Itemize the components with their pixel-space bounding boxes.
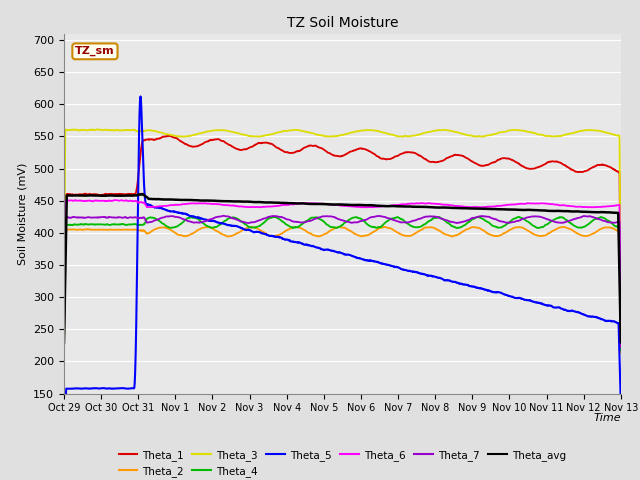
Theta_5	[274, 234, 282, 240]
Theta_3	[60, 295, 68, 301]
Theta_avg	[546, 208, 554, 214]
Theta_3	[617, 298, 625, 304]
Theta_1	[164, 133, 172, 139]
Theta_3	[157, 130, 164, 135]
Theta_1	[298, 146, 306, 152]
Theta_3	[298, 128, 306, 134]
Theta_1	[546, 159, 554, 165]
Text: TZ_sm: TZ_sm	[75, 46, 115, 57]
Theta_2	[157, 225, 164, 230]
Line: Theta_2: Theta_2	[64, 227, 621, 353]
Line: Theta_1: Theta_1	[64, 136, 621, 333]
Theta_3	[606, 131, 614, 137]
Theta_7	[220, 213, 227, 219]
Theta_7	[606, 219, 614, 225]
Theta_6	[124, 198, 132, 204]
Theta_6	[60, 333, 68, 338]
Theta_avg	[298, 201, 306, 206]
Theta_6	[157, 204, 164, 209]
Theta_5	[124, 386, 131, 392]
Theta_2	[274, 232, 282, 238]
Theta_4	[274, 215, 282, 221]
Theta_6	[606, 204, 614, 209]
Theta_5	[546, 303, 554, 309]
Theta_1	[124, 191, 131, 197]
Theta_2	[124, 227, 131, 232]
Theta_6	[298, 201, 306, 206]
Theta_4	[298, 221, 305, 227]
Theta_4	[617, 347, 625, 353]
Theta_1	[617, 318, 625, 324]
Theta_7	[617, 344, 625, 349]
Theta_7	[157, 216, 164, 221]
Theta_5	[137, 94, 145, 99]
Theta_4	[606, 219, 614, 225]
Theta_2	[606, 225, 614, 230]
Theta_7	[124, 215, 131, 221]
Theta_1	[606, 164, 614, 170]
Line: Theta_6: Theta_6	[64, 200, 621, 338]
Theta_5	[60, 434, 68, 440]
Theta_4	[546, 219, 554, 225]
Title: TZ Soil Moisture: TZ Soil Moisture	[287, 16, 398, 30]
Theta_1	[60, 330, 68, 336]
Theta_1	[274, 145, 282, 151]
Theta_7	[546, 217, 554, 223]
Theta_2	[546, 230, 554, 236]
Theta_avg	[274, 200, 282, 205]
Theta_4	[515, 214, 522, 220]
Theta_2	[60, 348, 68, 354]
Theta_6	[111, 197, 118, 203]
Theta_avg	[157, 196, 164, 202]
Theta_2	[617, 350, 625, 356]
Theta_1	[157, 135, 164, 141]
Theta_avg	[138, 191, 146, 197]
Text: Time: Time	[593, 413, 621, 423]
Line: Theta_7: Theta_7	[64, 216, 621, 347]
Theta_avg	[60, 340, 68, 346]
Y-axis label: Soil Moisture (mV): Soil Moisture (mV)	[17, 162, 28, 265]
Theta_7	[274, 214, 282, 219]
Line: Theta_4: Theta_4	[64, 217, 621, 350]
Theta_2	[298, 226, 306, 231]
Line: Theta_3: Theta_3	[64, 129, 621, 301]
Theta_5	[298, 241, 306, 247]
Theta_5	[157, 205, 164, 211]
Theta_6	[274, 203, 282, 209]
Theta_3	[94, 126, 102, 132]
Theta_3	[274, 130, 282, 135]
Theta_avg	[617, 339, 625, 345]
Line: Theta_5: Theta_5	[64, 96, 621, 437]
Theta_4	[60, 346, 68, 351]
Theta_3	[546, 133, 554, 139]
Theta_7	[298, 220, 306, 226]
Theta_avg	[606, 210, 614, 216]
Theta_3	[124, 127, 132, 133]
Theta_4	[157, 219, 164, 225]
Theta_6	[617, 335, 625, 341]
Theta_2	[247, 224, 255, 230]
Theta_5	[606, 318, 614, 324]
Theta_4	[124, 222, 131, 228]
Legend: Theta_1, Theta_2, Theta_3, Theta_4, Theta_5, Theta_6, Theta_7, Theta_avg: Theta_1, Theta_2, Theta_3, Theta_4, Thet…	[115, 445, 570, 480]
Theta_6	[546, 201, 554, 207]
Theta_5	[617, 400, 625, 406]
Line: Theta_avg: Theta_avg	[64, 194, 621, 343]
Theta_avg	[124, 192, 131, 198]
Theta_7	[60, 342, 68, 348]
